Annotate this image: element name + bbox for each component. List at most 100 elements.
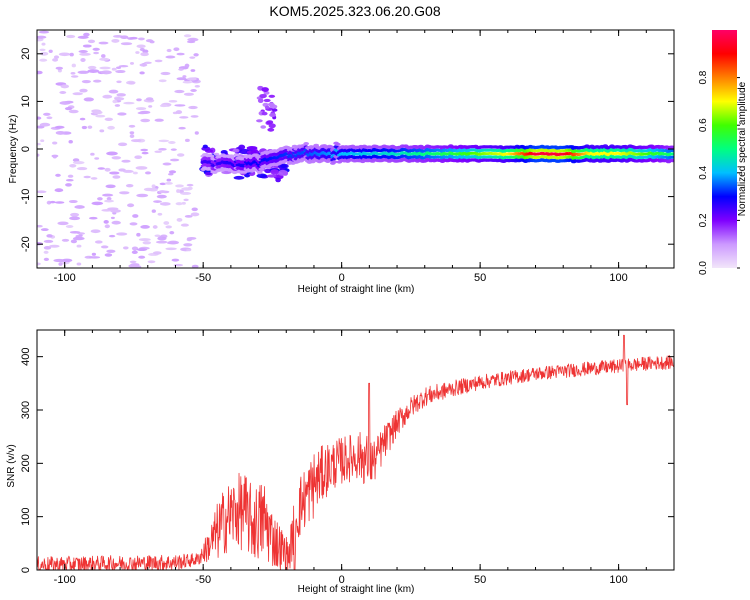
spectrogram-cell bbox=[41, 42, 46, 46]
spectrogram-cell bbox=[264, 105, 270, 110]
spectrogram-cell bbox=[40, 51, 49, 56]
spectrogram-cell bbox=[65, 178, 74, 182]
spectrogram-cell bbox=[151, 184, 156, 189]
x-tick-label: 0 bbox=[339, 272, 345, 284]
spectrogram-cell bbox=[143, 61, 152, 65]
spectrogram-cell bbox=[267, 127, 275, 132]
spectrogram-cell bbox=[37, 224, 43, 228]
spectrogram-cell bbox=[37, 116, 42, 120]
spectrogram-cell bbox=[263, 98, 271, 103]
spectrogram-cell bbox=[83, 97, 94, 102]
spectrogram-cell bbox=[54, 188, 64, 193]
spectrogram-cell bbox=[238, 144, 246, 150]
spectrogram-cell bbox=[43, 246, 52, 250]
spectrogram-cell bbox=[182, 80, 193, 84]
spectrogram-cell bbox=[253, 153, 260, 157]
spectrogram-cell bbox=[43, 257, 50, 262]
spectrogram-cell bbox=[238, 148, 250, 155]
spectrogram-cell bbox=[183, 92, 194, 96]
spectrogram-cell bbox=[131, 246, 139, 251]
spectrogram-cell bbox=[111, 156, 122, 160]
spectrogram-cell bbox=[59, 101, 71, 105]
colorbar: 0.0 0.2 0.4 0.6 0.8 Normalized spectral ampl… bbox=[698, 30, 748, 275]
snr-frame bbox=[36, 329, 675, 571]
spectrogram-cell bbox=[112, 175, 121, 179]
spectrogram-cell bbox=[108, 234, 116, 238]
spectrogram-cell bbox=[72, 160, 85, 165]
spectrogram-cell bbox=[101, 193, 114, 197]
spectrogram-cell bbox=[39, 122, 51, 127]
spectrogram-cell bbox=[136, 193, 149, 198]
spectrogram-x-axis-label: Height of straight line (km) bbox=[298, 284, 415, 295]
spectrogram-cell bbox=[118, 64, 129, 68]
spectrogram-cell bbox=[114, 104, 121, 107]
spectrogram-cell bbox=[87, 39, 96, 44]
spectrogram-cell bbox=[135, 107, 147, 111]
spectrogram-cell bbox=[68, 109, 79, 114]
spectrogram-cell bbox=[37, 70, 43, 75]
spectrogram-cell bbox=[123, 246, 129, 250]
spectrogram-cell bbox=[190, 212, 200, 217]
spectrogram-cell bbox=[107, 125, 115, 130]
spectrogram-cell bbox=[69, 231, 81, 234]
colorbar-tick-label: 0.8 bbox=[698, 70, 709, 84]
spectrogram-cell bbox=[152, 251, 162, 255]
spectrogram-cell bbox=[158, 236, 163, 240]
spectrogram-cell bbox=[69, 52, 74, 57]
spectrogram-cell bbox=[120, 42, 133, 46]
x-tick-label: -50 bbox=[195, 574, 211, 586]
spectrogram-cell bbox=[256, 171, 263, 175]
spectrogram-cell bbox=[159, 104, 168, 108]
spectrogram-cell bbox=[154, 150, 163, 153]
spectrogram-cell bbox=[104, 167, 111, 172]
spectrogram-cell bbox=[70, 71, 76, 75]
spectrogram-cell bbox=[131, 139, 142, 143]
spectrogram-cell bbox=[98, 41, 109, 45]
spectrogram-cell bbox=[260, 125, 267, 129]
spectrogram-cell bbox=[176, 77, 187, 81]
spectrogram-cell bbox=[155, 240, 168, 244]
spectrogram-cell bbox=[57, 68, 62, 73]
spectrogram-cell bbox=[181, 201, 186, 205]
spectrogram-cell bbox=[37, 262, 41, 266]
spectrogram-cell bbox=[68, 140, 73, 144]
spectrogram-cell bbox=[116, 232, 128, 236]
spectrogram-cell bbox=[99, 57, 110, 61]
spectrogram-cell bbox=[136, 98, 142, 102]
spectrogram-cell bbox=[74, 205, 85, 209]
spectrogram-cell bbox=[162, 162, 172, 166]
spectrogram-cell bbox=[59, 91, 67, 94]
spectrogram-cell bbox=[91, 252, 97, 256]
spectrogram-cell bbox=[258, 167, 265, 171]
spectrogram-cell bbox=[165, 225, 172, 229]
spectrogram-cell bbox=[77, 35, 89, 39]
x-tick-label: 0 bbox=[339, 574, 345, 586]
spectrogram-cell bbox=[163, 221, 170, 225]
spectrogram-cell bbox=[152, 225, 158, 229]
spectrogram-cell bbox=[137, 37, 145, 41]
spectrogram-cell bbox=[154, 118, 164, 122]
spectrogram-cell bbox=[184, 63, 190, 68]
spectrogram-cell bbox=[49, 200, 56, 204]
spectrogram-cell bbox=[179, 116, 189, 119]
spectrogram-cell bbox=[91, 201, 104, 206]
spectrogram-cell bbox=[90, 152, 95, 156]
spectrogram-cell bbox=[246, 146, 258, 150]
spectrogram-cell bbox=[148, 105, 153, 108]
spectrogram-cell bbox=[184, 138, 190, 143]
spectrogram-cell bbox=[111, 38, 120, 43]
spectrogram-cell bbox=[37, 190, 47, 194]
spectrogram-cell bbox=[129, 36, 138, 40]
spectrogram-cell bbox=[168, 100, 178, 103]
spectrogram-cell bbox=[55, 130, 66, 135]
spectrogram-cell bbox=[178, 68, 184, 71]
y-tick-label: 0 bbox=[20, 567, 32, 573]
spectrogram-cell bbox=[38, 30, 50, 34]
y-tick-label: 10 bbox=[20, 95, 32, 107]
spectrogram-cell bbox=[139, 71, 145, 75]
spectrogram-cell bbox=[111, 67, 117, 71]
spectrogram-cell bbox=[54, 201, 65, 204]
spectrogram-cell bbox=[256, 173, 268, 179]
spectrogram-cell bbox=[256, 119, 263, 123]
spectrogram-cell bbox=[131, 250, 138, 254]
